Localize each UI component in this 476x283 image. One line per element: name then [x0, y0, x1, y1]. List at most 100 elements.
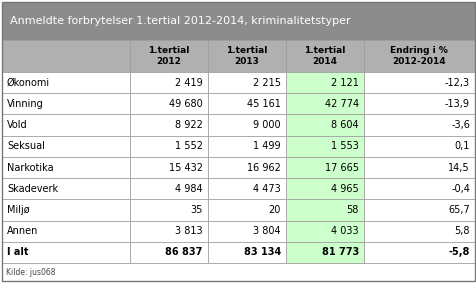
Bar: [129, 242, 208, 263]
Bar: [285, 178, 363, 199]
Bar: [363, 114, 474, 136]
Bar: [2, 242, 129, 263]
Text: 1.tertial
2012: 1.tertial 2012: [148, 46, 189, 66]
Text: 4 965: 4 965: [330, 184, 358, 194]
Text: 35: 35: [190, 205, 202, 215]
Text: 4 473: 4 473: [253, 184, 280, 194]
Bar: [129, 136, 208, 157]
Bar: [2, 136, 129, 157]
Text: 2 121: 2 121: [330, 78, 358, 88]
Text: Vold: Vold: [7, 120, 28, 130]
Bar: [285, 72, 363, 93]
Text: Miljø: Miljø: [7, 205, 30, 215]
Text: -0,4: -0,4: [450, 184, 469, 194]
Bar: [129, 72, 208, 93]
Text: I alt: I alt: [7, 247, 29, 258]
Bar: [285, 136, 363, 157]
Bar: [208, 93, 285, 114]
Bar: [285, 93, 363, 114]
Bar: [2, 199, 129, 220]
Text: 49 680: 49 680: [169, 99, 202, 109]
Bar: [285, 220, 363, 242]
Bar: [129, 40, 208, 72]
Text: 0,1: 0,1: [454, 141, 469, 151]
Bar: [129, 178, 208, 199]
Bar: [208, 178, 285, 199]
Text: 5,8: 5,8: [454, 226, 469, 236]
Bar: [2, 263, 474, 281]
Bar: [363, 93, 474, 114]
Bar: [363, 199, 474, 220]
Text: -13,9: -13,9: [444, 99, 469, 109]
Text: 15 432: 15 432: [169, 162, 202, 173]
Bar: [285, 157, 363, 178]
Text: 20: 20: [268, 205, 280, 215]
Text: Seksual: Seksual: [7, 141, 45, 151]
Text: Narkotika: Narkotika: [7, 162, 53, 173]
Bar: [2, 93, 129, 114]
Bar: [363, 220, 474, 242]
Bar: [208, 220, 285, 242]
Bar: [363, 242, 474, 263]
Text: 2 419: 2 419: [175, 78, 202, 88]
Bar: [285, 242, 363, 263]
Text: 65,7: 65,7: [447, 205, 469, 215]
Text: Annen: Annen: [7, 226, 38, 236]
Text: 42 774: 42 774: [324, 99, 358, 109]
Bar: [2, 40, 129, 72]
Text: 14,5: 14,5: [447, 162, 469, 173]
Text: 1.tertial
2013: 1.tertial 2013: [226, 46, 267, 66]
Text: 16 962: 16 962: [247, 162, 280, 173]
Bar: [2, 72, 129, 93]
Bar: [208, 40, 285, 72]
Bar: [285, 40, 363, 72]
Bar: [285, 114, 363, 136]
Text: 83 134: 83 134: [243, 247, 280, 258]
Text: 3 813: 3 813: [175, 226, 202, 236]
Text: -12,3: -12,3: [444, 78, 469, 88]
Bar: [363, 136, 474, 157]
Bar: [129, 114, 208, 136]
Text: 8 922: 8 922: [175, 120, 202, 130]
Bar: [129, 157, 208, 178]
Text: Vinning: Vinning: [7, 99, 44, 109]
Text: 8 604: 8 604: [330, 120, 358, 130]
Bar: [363, 157, 474, 178]
Bar: [2, 2, 474, 40]
Text: 81 773: 81 773: [321, 247, 358, 258]
Bar: [363, 40, 474, 72]
Bar: [285, 199, 363, 220]
Text: Kilde: jus068: Kilde: jus068: [6, 267, 55, 276]
Text: 3 804: 3 804: [253, 226, 280, 236]
Bar: [2, 114, 129, 136]
Text: 58: 58: [346, 205, 358, 215]
Text: -3,6: -3,6: [450, 120, 469, 130]
Bar: [208, 242, 285, 263]
Bar: [363, 72, 474, 93]
Text: 1 552: 1 552: [174, 141, 202, 151]
Text: Endring i %
2012-2014: Endring i % 2012-2014: [390, 46, 447, 66]
Bar: [208, 157, 285, 178]
Bar: [208, 199, 285, 220]
Bar: [129, 199, 208, 220]
Text: 86 837: 86 837: [165, 247, 202, 258]
Bar: [208, 136, 285, 157]
Text: 4 984: 4 984: [175, 184, 202, 194]
Text: Anmeldte forbrytelser 1.tertial 2012-2014, kriminalitetstyper: Anmeldte forbrytelser 1.tertial 2012-201…: [10, 16, 350, 26]
Bar: [2, 220, 129, 242]
Text: 1 553: 1 553: [330, 141, 358, 151]
Text: 1.tertial
2014: 1.tertial 2014: [304, 46, 345, 66]
Text: -5,8: -5,8: [448, 247, 469, 258]
Text: 4 033: 4 033: [330, 226, 358, 236]
Text: 45 161: 45 161: [247, 99, 280, 109]
Bar: [2, 178, 129, 199]
Bar: [208, 72, 285, 93]
Text: 2 215: 2 215: [252, 78, 280, 88]
Text: 17 665: 17 665: [324, 162, 358, 173]
Bar: [363, 178, 474, 199]
Bar: [129, 93, 208, 114]
Text: Skadeverk: Skadeverk: [7, 184, 58, 194]
Bar: [2, 157, 129, 178]
Text: 9 000: 9 000: [253, 120, 280, 130]
Bar: [129, 220, 208, 242]
